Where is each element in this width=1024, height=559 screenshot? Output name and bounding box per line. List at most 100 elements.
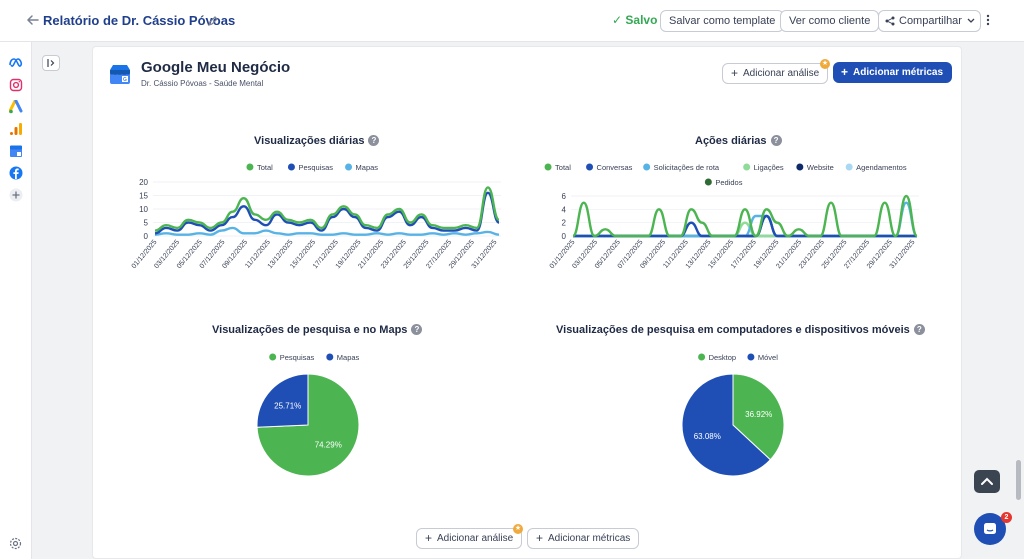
legend-marker — [586, 163, 594, 171]
legend-marker — [345, 163, 353, 171]
series-line — [571, 194, 919, 238]
daily-actions-title-text: Ações diárias — [695, 135, 767, 147]
plus-icon: + — [425, 531, 433, 545]
legend-marker — [796, 163, 804, 171]
help-icon[interactable]: ? — [411, 324, 423, 335]
y-tick-label: 4 — [562, 205, 567, 214]
collapse-sidebar-icon — [47, 59, 55, 67]
legend-marker — [698, 353, 706, 361]
daily-views-line-chart: Total Pesquisas Mapas0510152001/12/202503/… — [131, 163, 501, 270]
google-ads-icon[interactable] — [8, 99, 23, 114]
legend-marker — [246, 163, 254, 171]
plus-icon: + — [536, 531, 544, 545]
legend-marker — [269, 353, 277, 361]
help-icon[interactable]: ? — [368, 135, 380, 146]
add-icon[interactable] — [9, 188, 23, 202]
y-tick-label: 0 — [144, 232, 149, 241]
share-icon — [885, 16, 895, 26]
facebook-icon[interactable] — [9, 166, 23, 180]
search-maps-pie-chart: Pesquisas Mapas 74.29% 25.71% — [256, 353, 360, 477]
chevron-up-icon — [981, 477, 993, 485]
saved-status: ✓ Salvo — [612, 13, 658, 27]
legend-label: Mapas — [337, 353, 360, 362]
footer-add-analysis-button[interactable]: + Adicionar análise — [416, 528, 523, 549]
page-scrollbar[interactable] — [1016, 460, 1021, 500]
google-my-business-icon[interactable] — [9, 144, 23, 158]
legend-marker — [845, 163, 853, 171]
footer-add-metrics-button[interactable]: + Adicionar métricas — [527, 528, 640, 549]
legend-marker — [326, 353, 334, 361]
series-line — [572, 221, 917, 238]
svg-text:G: G — [123, 77, 127, 83]
more-options-icon[interactable] — [985, 13, 991, 27]
legend-label: Total — [555, 163, 571, 172]
pie-slice — [256, 373, 309, 428]
pie-slice — [681, 373, 772, 477]
back-arrow-icon[interactable] — [26, 13, 40, 27]
top-bar: Relatório de Dr. Cássio Póvoas ✓ Salvo S… — [0, 0, 1024, 42]
settings-gear-icon[interactable] — [9, 537, 22, 550]
google-my-business-logo-icon: G — [109, 63, 131, 85]
legend-marker — [287, 163, 295, 171]
legend-label: Móvel — [758, 353, 778, 362]
scroll-to-top-button[interactable] — [974, 470, 1000, 493]
legend-label: Pesquisas — [280, 353, 315, 362]
help-icon[interactable]: ? — [770, 135, 782, 146]
series-line — [572, 214, 917, 238]
chat-button[interactable] — [974, 513, 1006, 545]
card-subtitle: Dr. Cássio Póvoas - Saúde Mental — [141, 79, 264, 88]
y-tick-label: 10 — [139, 205, 148, 214]
left-rail — [0, 42, 32, 559]
add-metrics-label: Adicionar métricas — [853, 67, 944, 78]
pencil-icon[interactable] — [207, 14, 218, 26]
daily-actions-line-chart: Total Conversas Solicitações de rota Ligaçõ… — [544, 163, 919, 270]
search-maps-title-text: Visualizações de pesquisa e no Maps — [212, 324, 408, 336]
google-analytics-icon[interactable] — [9, 122, 23, 136]
series-line — [154, 226, 500, 236]
legend-marker — [704, 178, 712, 186]
legend-label: Ligações — [754, 163, 784, 172]
instagram-icon[interactable] — [9, 78, 23, 92]
legend-label: Desktop — [709, 353, 737, 362]
series-line — [154, 186, 501, 232]
view-as-client-button[interactable]: Ver como cliente — [780, 10, 880, 32]
pie-data-label: 25.71% — [274, 402, 301, 411]
add-analysis-label: Adicionar análise — [743, 68, 820, 79]
pie-data-label: 36.92% — [745, 410, 772, 419]
add-metrics-button[interactable]: + Adicionar métricas — [833, 62, 953, 83]
legend-marker — [643, 163, 651, 171]
collapse-sidebar-button[interactable] — [42, 55, 60, 71]
meta-icon[interactable] — [9, 56, 23, 70]
y-tick-label: 6 — [562, 192, 567, 201]
plus-icon: + — [731, 66, 739, 80]
add-analysis-button[interactable]: + Adicionar análise — [722, 63, 829, 84]
share-label: Compartilhar — [899, 15, 962, 27]
card-title: Google Meu Negócio — [141, 59, 291, 76]
y-tick-label: 20 — [139, 178, 148, 187]
series-line — [572, 214, 917, 238]
legend-marker — [743, 163, 751, 171]
daily-views-chart-title: Visualizações diárias? — [254, 135, 380, 147]
save-template-button[interactable]: Salvar como template — [660, 10, 785, 32]
y-tick-label: 0 — [562, 232, 567, 241]
daily-actions-chart-title: Ações diárias? — [695, 135, 782, 147]
legend-label: Website — [807, 163, 834, 172]
desktop-mobile-title-text: Visualizações de pesquisa em computadore… — [556, 324, 910, 336]
legend-label: Pedidos — [715, 178, 742, 187]
premium-star-icon: ★ — [513, 524, 523, 534]
legend-label: Pesquisas — [298, 163, 333, 172]
pie-data-label: 63.08% — [694, 432, 721, 441]
premium-star-icon: ★ — [820, 59, 830, 69]
legend-label: Solicitações de rota — [654, 163, 720, 172]
footer-add-analysis-label: Adicionar análise — [437, 533, 514, 544]
pie-slice — [732, 373, 785, 461]
series-line — [572, 201, 919, 238]
share-button[interactable]: Compartilhar — [878, 10, 981, 32]
legend-label: Total — [257, 163, 273, 172]
legend-marker — [544, 163, 552, 171]
legend-label: Agendamentos — [856, 163, 907, 172]
search-maps-chart-title: Visualizações de pesquisa e no Maps? — [212, 324, 423, 336]
help-icon[interactable]: ? — [913, 324, 925, 335]
pie-data-label: 74.29% — [315, 440, 342, 449]
report-title: Relatório de Dr. Cássio Póvoas — [43, 13, 236, 28]
